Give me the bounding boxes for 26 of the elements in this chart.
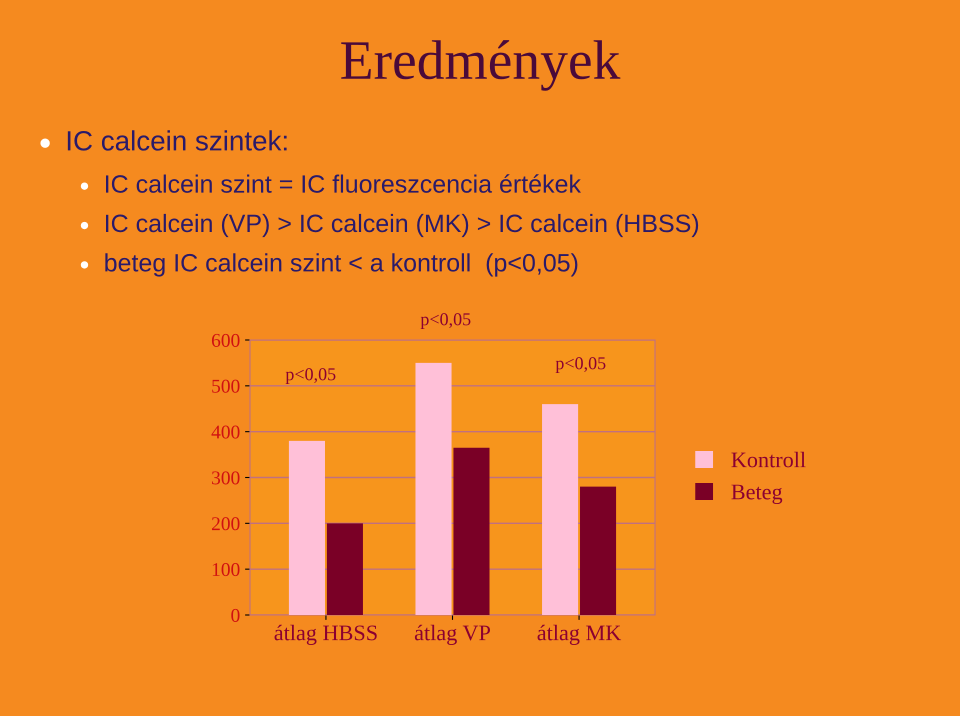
annotation: p<0,05 xyxy=(556,357,606,373)
y-tick-label: 500 xyxy=(212,380,240,393)
bar xyxy=(453,448,490,615)
text: IC calcein (VP) > IC calcein (MK) > IC calcein (HBSS) xyxy=(106,214,698,238)
y-tick-label: 400 xyxy=(211,425,240,439)
bar xyxy=(288,440,325,615)
y-tick-label: 100 xyxy=(212,562,240,576)
y-tick-label: 300 xyxy=(212,471,240,484)
x-tick-label: átlag VP xyxy=(414,624,490,645)
x-tick-label: átlag HBSS xyxy=(274,624,377,645)
y-tick-label: 600 xyxy=(212,334,240,347)
x-tick-label: átlag MK xyxy=(538,624,622,645)
bar xyxy=(415,362,452,615)
legend-label: Kontroll xyxy=(731,452,806,468)
legend-label: Beteg xyxy=(731,484,782,504)
y-tick-label: 0 xyxy=(231,608,240,622)
text: IC calcein szintek: xyxy=(68,130,287,151)
annotation: p<0,05 xyxy=(286,368,336,384)
text: p<0,05 xyxy=(420,313,470,329)
chart-title: Eredmények xyxy=(341,40,620,91)
text: IC calcein szint = IC fluoreszcencia értékek xyxy=(106,174,581,193)
bar xyxy=(580,486,616,615)
y-tick-label: 200 xyxy=(212,517,240,530)
text: beteg IC calcein szint < a kontroll (p<0,05) xyxy=(105,253,578,277)
bar xyxy=(542,404,578,615)
bar xyxy=(326,523,363,615)
